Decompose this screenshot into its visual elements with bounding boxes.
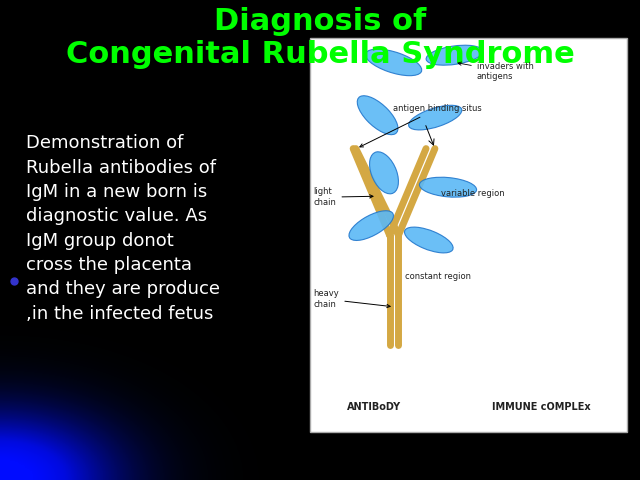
Ellipse shape [349, 211, 394, 240]
Ellipse shape [426, 45, 483, 65]
Text: Diagnosis of
Congenital Rubella Syndrome: Diagnosis of Congenital Rubella Syndrome [66, 7, 574, 69]
Ellipse shape [357, 96, 398, 135]
FancyBboxPatch shape [310, 38, 627, 432]
Text: Demonstration of
Rubella antibodies of
IgM in a new born is
diagnostic value. As: Demonstration of Rubella antibodies of I… [26, 134, 220, 323]
Text: invaders with
antigens: invaders with antigens [458, 62, 534, 81]
Ellipse shape [365, 49, 422, 76]
Text: constant region: constant region [405, 272, 471, 281]
Text: ANTIBoDY: ANTIBoDY [347, 402, 401, 412]
Text: heavy
chain: heavy chain [314, 289, 390, 309]
Ellipse shape [408, 105, 462, 130]
Text: light
chain: light chain [314, 188, 373, 207]
Ellipse shape [369, 152, 399, 194]
Text: IMMUNE cOMPLEx: IMMUNE cOMPLEx [492, 402, 591, 412]
Ellipse shape [419, 177, 477, 197]
Ellipse shape [404, 227, 453, 253]
Text: antigen binding situs: antigen binding situs [360, 104, 481, 147]
Text: variable region: variable region [442, 189, 505, 198]
